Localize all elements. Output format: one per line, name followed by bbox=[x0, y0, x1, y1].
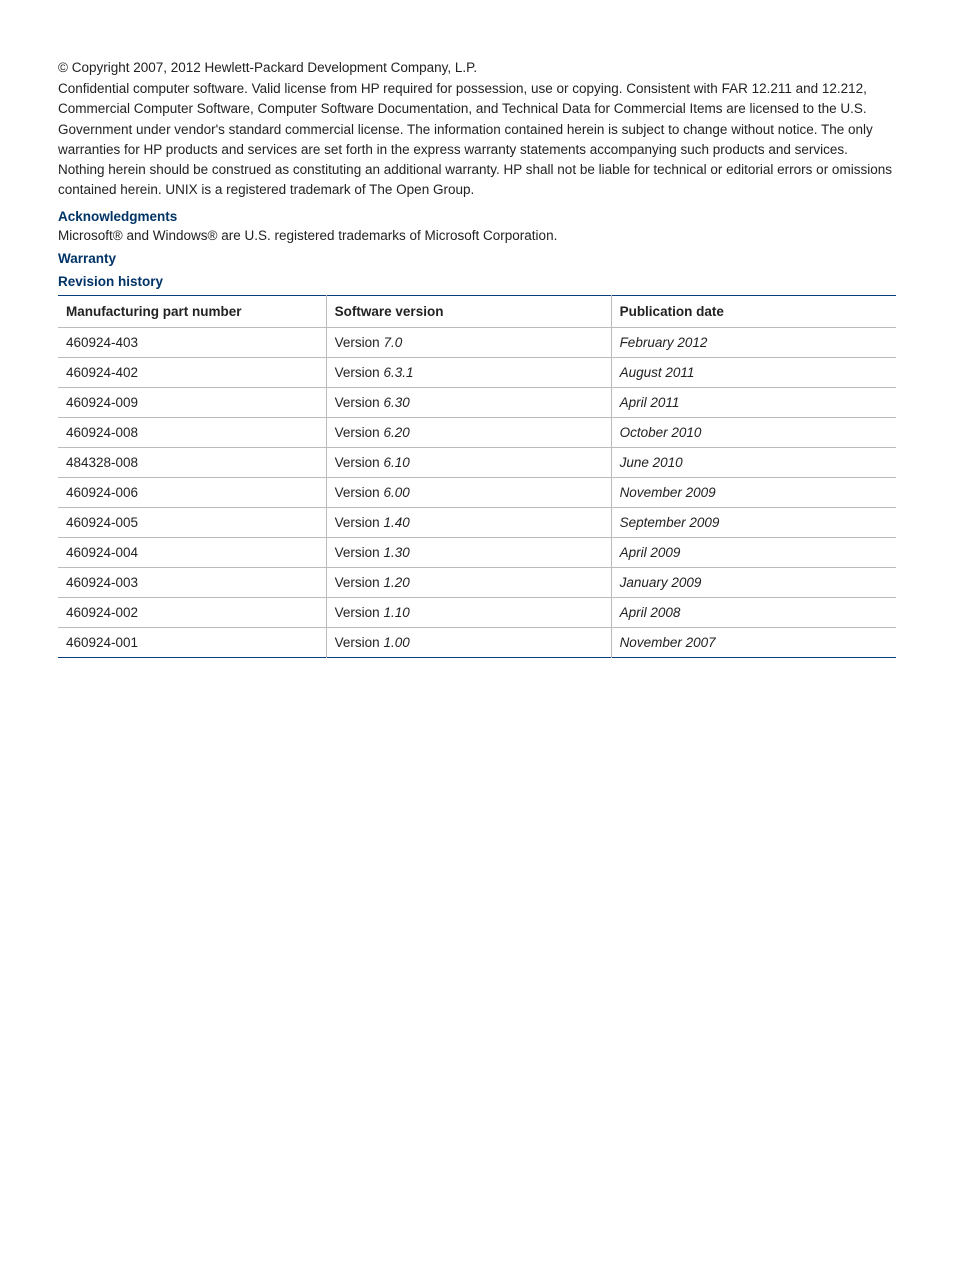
cell-software-version: Version 1.40 bbox=[326, 507, 611, 537]
heading-acknowledgments: Acknowledgments bbox=[58, 209, 896, 224]
cell-part-number: 460924-001 bbox=[58, 627, 326, 657]
cell-software-version: Version 6.10 bbox=[326, 447, 611, 477]
cell-part-number: 460924-004 bbox=[58, 537, 326, 567]
cell-software-version: Version 6.3.1 bbox=[326, 357, 611, 387]
cell-part-number: 460924-009 bbox=[58, 387, 326, 417]
cell-publication-date: February 2012 bbox=[611, 327, 896, 357]
heading-warranty: Warranty bbox=[58, 251, 896, 266]
col-header-version: Software version bbox=[326, 295, 611, 327]
table-row: 460924-004Version 1.30April 2009 bbox=[58, 537, 896, 567]
cell-part-number: 484328-008 bbox=[58, 447, 326, 477]
table-row: 460924-002Version 1.10April 2008 bbox=[58, 597, 896, 627]
table-row: 484328-008Version 6.10June 2010 bbox=[58, 447, 896, 477]
table-row: 460924-006Version 6.00November 2009 bbox=[58, 477, 896, 507]
cell-software-version: Version 1.10 bbox=[326, 597, 611, 627]
heading-revision-history: Revision history bbox=[58, 274, 896, 289]
cell-part-number: 460924-403 bbox=[58, 327, 326, 357]
cell-software-version: Version 1.00 bbox=[326, 627, 611, 657]
cell-part-number: 460924-005 bbox=[58, 507, 326, 537]
table-row: 460924-001Version 1.00November 2007 bbox=[58, 627, 896, 657]
cell-publication-date: January 2009 bbox=[611, 567, 896, 597]
table-header-row: Manufacturing part number Software versi… bbox=[58, 295, 896, 327]
cell-part-number: 460924-402 bbox=[58, 357, 326, 387]
cell-publication-date: September 2009 bbox=[611, 507, 896, 537]
cell-software-version: Version 7.0 bbox=[326, 327, 611, 357]
copyright-line: © Copyright 2007, 2012 Hewlett-Packard D… bbox=[58, 60, 896, 75]
cell-publication-date: November 2009 bbox=[611, 477, 896, 507]
table-row: 460924-009Version 6.30April 2011 bbox=[58, 387, 896, 417]
cell-part-number: 460924-002 bbox=[58, 597, 326, 627]
cell-publication-date: April 2009 bbox=[611, 537, 896, 567]
cell-publication-date: November 2007 bbox=[611, 627, 896, 657]
table-row: 460924-402Version 6.3.1August 2011 bbox=[58, 357, 896, 387]
cell-software-version: Version 6.20 bbox=[326, 417, 611, 447]
col-header-date: Publication date bbox=[611, 295, 896, 327]
acknowledgments-text: Microsoft® and Windows® are U.S. registe… bbox=[58, 228, 896, 243]
cell-software-version: Version 1.30 bbox=[326, 537, 611, 567]
cell-software-version: Version 1.20 bbox=[326, 567, 611, 597]
table-row: 460924-005Version 1.40September 2009 bbox=[58, 507, 896, 537]
cell-software-version: Version 6.30 bbox=[326, 387, 611, 417]
table-row: 460924-403Version 7.0February 2012 bbox=[58, 327, 896, 357]
table-row: 460924-003Version 1.20January 2009 bbox=[58, 567, 896, 597]
col-header-part: Manufacturing part number bbox=[58, 295, 326, 327]
cell-software-version: Version 6.00 bbox=[326, 477, 611, 507]
cell-publication-date: October 2010 bbox=[611, 417, 896, 447]
table-row: 460924-008Version 6.20October 2010 bbox=[58, 417, 896, 447]
cell-publication-date: June 2010 bbox=[611, 447, 896, 477]
legal-text: Confidential computer software. Valid li… bbox=[58, 79, 896, 201]
cell-publication-date: April 2008 bbox=[611, 597, 896, 627]
cell-publication-date: August 2011 bbox=[611, 357, 896, 387]
revision-history-table: Manufacturing part number Software versi… bbox=[58, 295, 896, 658]
cell-part-number: 460924-008 bbox=[58, 417, 326, 447]
cell-publication-date: April 2011 bbox=[611, 387, 896, 417]
cell-part-number: 460924-003 bbox=[58, 567, 326, 597]
cell-part-number: 460924-006 bbox=[58, 477, 326, 507]
